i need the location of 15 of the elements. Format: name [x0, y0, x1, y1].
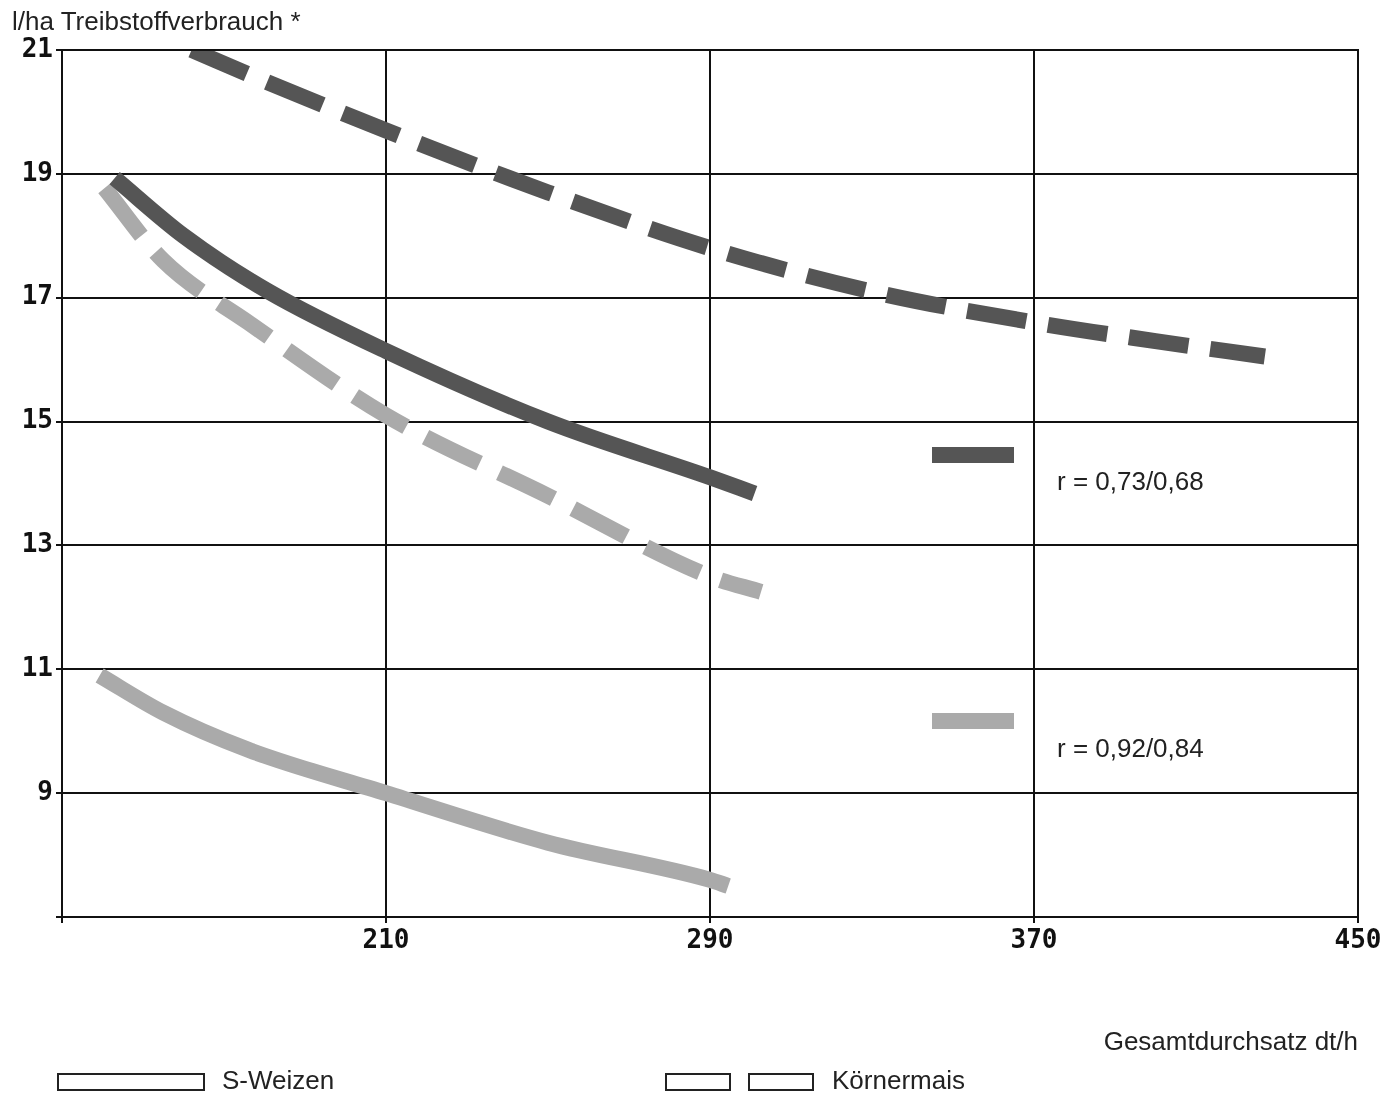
y-tick-label: 15	[21, 404, 53, 435]
y-tick-label: 11	[21, 652, 53, 683]
y-tick-label: 19	[21, 156, 53, 187]
x-tick-label: 450	[1334, 924, 1382, 955]
y-tick-label: 9	[37, 775, 53, 806]
x-tick-label: 370	[1010, 924, 1058, 955]
text: Körnermais	[832, 1065, 965, 1094]
y-tick-label: 17	[21, 280, 53, 311]
annotation: r = 0,73/0,68	[1057, 466, 1204, 497]
text: S-Weizen	[222, 1065, 335, 1094]
y-tick-label: 13	[21, 528, 53, 559]
x-tick-label: 210	[362, 924, 410, 955]
x-axis-title: Gesamtdurchsatz dt/h	[1103, 1026, 1358, 1057]
x-tick-label: 290	[686, 924, 734, 955]
annotation: r = 0,92/0,84	[1057, 733, 1204, 764]
